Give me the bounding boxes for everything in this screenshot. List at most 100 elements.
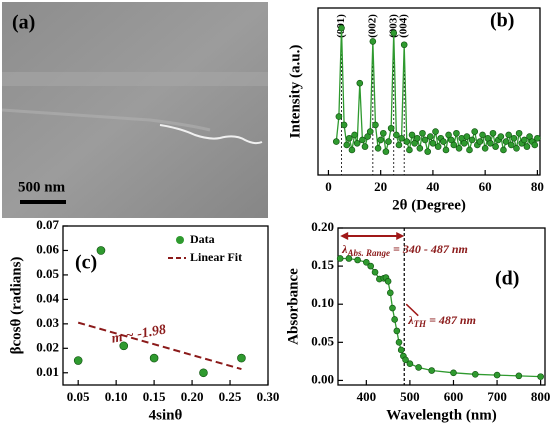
subscript: TH: [414, 319, 427, 329]
sem-flake: [159, 124, 263, 145]
sem-edge: [1, 108, 211, 132]
data-point: [345, 255, 353, 262]
data-point: [463, 133, 471, 140]
panel-label-box: [486, 9, 528, 35]
y-tick-label: 0.04: [36, 290, 59, 305]
data-point: [400, 41, 408, 49]
x-tick-label: 0.30: [257, 389, 280, 404]
data-point: [406, 146, 413, 154]
plot-frame: [337, 227, 546, 386]
data-point: [395, 141, 403, 149]
data-point: [408, 131, 416, 139]
data-point: [389, 304, 396, 312]
y-tick-label: 0.07: [36, 217, 59, 232]
x-tick-label: 0.05: [67, 389, 90, 404]
data-point: [460, 139, 468, 147]
data-point: [537, 373, 544, 380]
data-point: [372, 121, 379, 129]
panel-label: (b): [490, 10, 514, 32]
peak-label: (002): [366, 14, 378, 38]
x-tick-label: 400: [357, 389, 377, 404]
y-tick-label: 0.01: [36, 364, 59, 379]
x-tick-label: 0.25: [219, 389, 242, 404]
y-tick-label: 0.03: [36, 315, 59, 330]
data-point: [384, 278, 392, 285]
sem-band: [2, 72, 268, 86]
x-tick-label: 0.10: [105, 389, 128, 404]
data-point: [359, 136, 366, 144]
y-tick-label: 0.00: [311, 371, 334, 386]
x-tick-label: 0: [325, 179, 332, 194]
y-axis-label: Absorbance: [285, 268, 301, 345]
peak-label: (004): [398, 14, 410, 38]
data-point: [416, 144, 424, 152]
data-point: [340, 121, 348, 129]
data-point: [397, 346, 405, 354]
plot-frame: [317, 7, 541, 176]
y-tick-label: 0.06: [36, 241, 59, 256]
data-point: [369, 38, 377, 45]
data-point: [237, 353, 246, 363]
data-point: [371, 268, 379, 276]
x-tick-label: 800: [531, 389, 550, 404]
data-point: [406, 360, 414, 367]
data-point: [351, 131, 358, 139]
data-point: [403, 138, 411, 145]
x-tick-label: 500: [400, 389, 420, 404]
x-axis-label: 4sinθ: [149, 407, 183, 423]
data-point: [390, 29, 398, 37]
data-point: [398, 134, 405, 142]
data-point: [479, 131, 486, 139]
data-point: [366, 128, 374, 135]
data-point: [515, 372, 523, 380]
data-point: [466, 146, 473, 154]
data-point: [442, 146, 450, 154]
annotation-text: = 340 - 487 nm: [393, 242, 468, 256]
legend-swatch: [176, 236, 184, 244]
data-point: [505, 131, 512, 139]
data-point: [353, 139, 361, 147]
data-point: [335, 113, 343, 120]
data-point: [382, 148, 390, 155]
data-point: [450, 141, 458, 149]
data-point: [343, 141, 351, 149]
data-point: [336, 255, 344, 262]
data-point: [385, 138, 392, 145]
data-point: [492, 143, 499, 150]
data-point: [500, 146, 507, 154]
annotation-text: = 487 nm: [429, 313, 476, 327]
x-tick-label: 20: [374, 179, 387, 194]
panel-label: (c): [75, 252, 97, 274]
x-tick-label: 60: [479, 179, 492, 194]
data-point: [510, 134, 518, 142]
data-point: [450, 369, 457, 377]
series-line: [77, 321, 242, 371]
annotation: λAbs. Range = 340 - 487 nm: [341, 242, 468, 258]
data-point: [415, 364, 422, 371]
subscript: Abs. Range: [347, 248, 391, 258]
data-point: [395, 339, 403, 346]
data-point: [386, 289, 394, 297]
data-point: [361, 143, 369, 150]
y-tick-label: 0.05: [36, 266, 59, 281]
data-point: [348, 146, 356, 154]
x-tick-label: 0.15: [143, 389, 166, 404]
arrow-head: [340, 232, 405, 240]
data-point: [455, 144, 463, 152]
data-point: [432, 128, 439, 135]
scale-label: 500 nm: [18, 179, 66, 195]
data-point: [402, 356, 409, 364]
x-tick-label: 0.20: [181, 389, 204, 404]
data-point: [421, 136, 429, 144]
data-point: [424, 148, 431, 155]
data-point: [440, 138, 447, 145]
symbol: λ: [341, 242, 348, 256]
data-point: [471, 371, 479, 378]
data-point: [531, 141, 539, 149]
data-point: [507, 141, 515, 149]
x-axis-label: Wavelength (nm): [386, 407, 496, 423]
data-point: [73, 356, 83, 365]
panel-label: (a): [12, 12, 35, 34]
data-point: [434, 143, 442, 150]
data-point: [379, 129, 387, 137]
